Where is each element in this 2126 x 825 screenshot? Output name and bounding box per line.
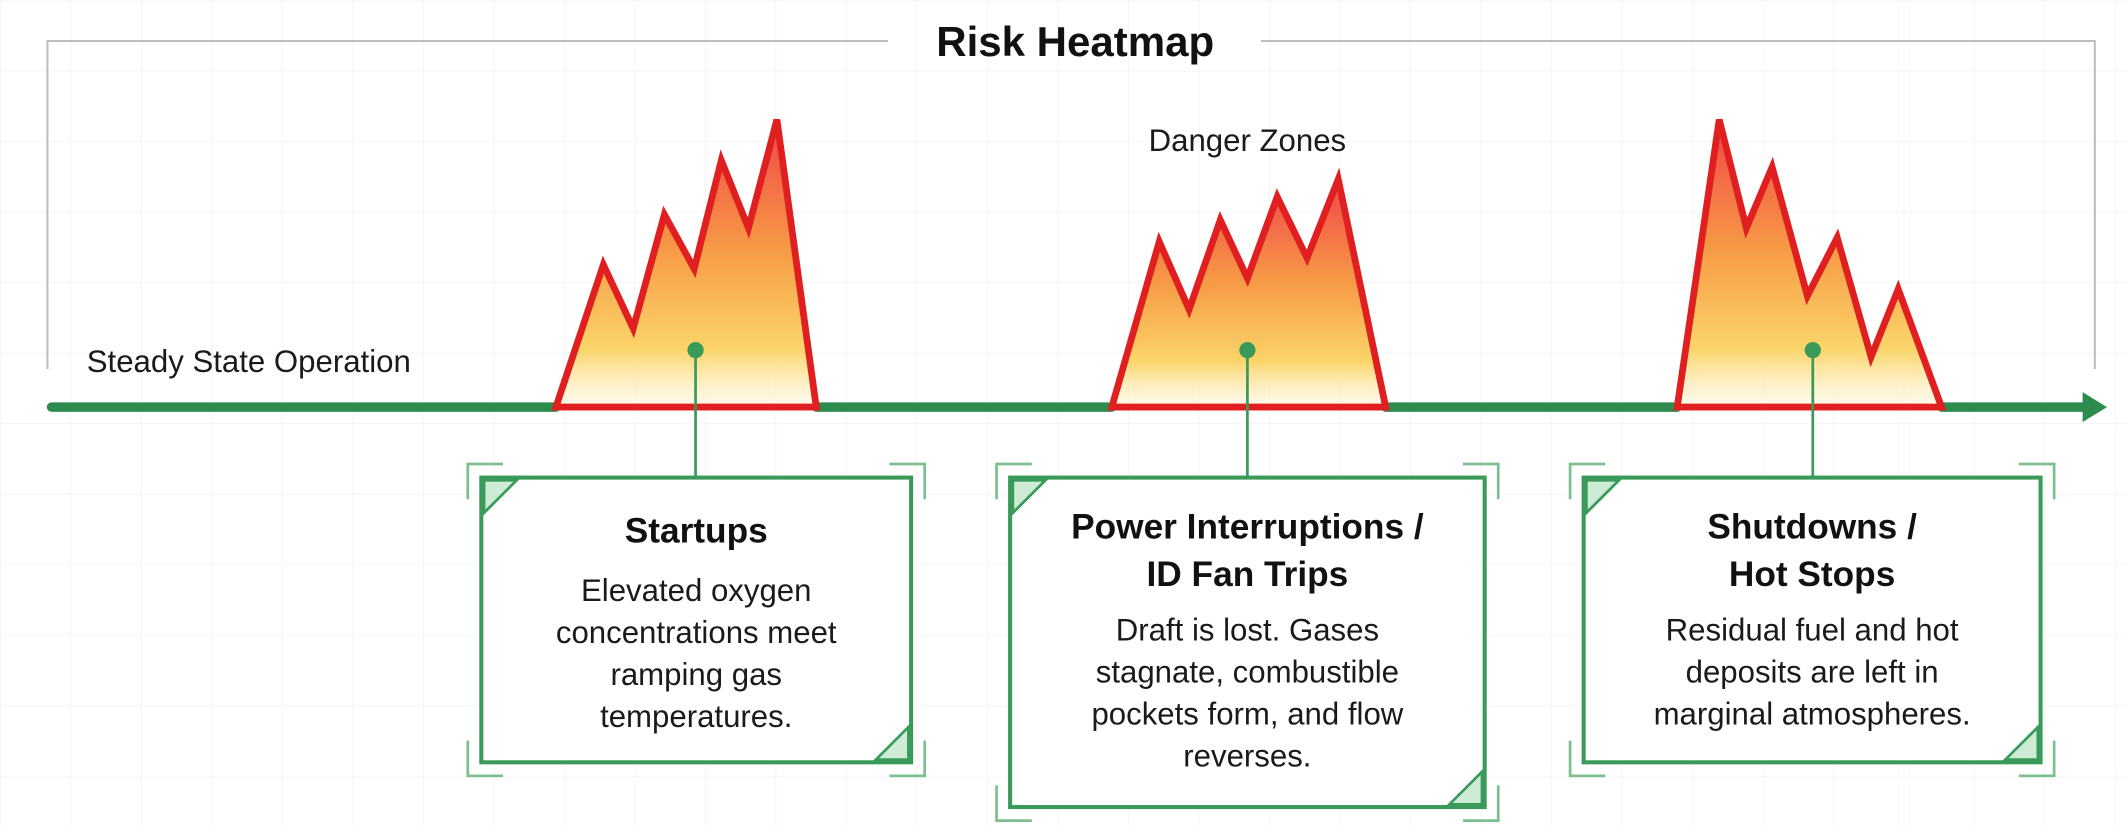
danger-label: Danger Zones bbox=[1149, 123, 1347, 158]
zone-body: ramping gas bbox=[610, 657, 782, 692]
corner-brackets bbox=[1568, 462, 2056, 778]
zone-body: reverses. bbox=[1183, 738, 1311, 773]
zone-box bbox=[1581, 475, 2043, 765]
zone-body: pockets form, and flow bbox=[1091, 696, 1403, 731]
corner-brackets bbox=[466, 462, 927, 778]
corner-tab bbox=[482, 478, 520, 517]
zone-box bbox=[479, 475, 914, 765]
zone-title: Power Interruptions / bbox=[1071, 507, 1424, 546]
zone-title: Hot Stops bbox=[1729, 555, 1895, 594]
corner-tab bbox=[872, 723, 910, 761]
corner-tab bbox=[2002, 723, 2040, 761]
corner-tab bbox=[1446, 768, 1484, 806]
zone-title: Startups bbox=[625, 511, 768, 550]
zone-body: marginal atmospheres. bbox=[1654, 696, 1971, 731]
corner-tab bbox=[1011, 478, 1049, 517]
zone-title: Shutdowns / bbox=[1707, 507, 1917, 546]
zone-body: Elevated oxygen bbox=[581, 573, 812, 608]
connector-dot bbox=[1239, 341, 1256, 359]
zone-box bbox=[1008, 475, 1487, 810]
zone-body: Residual fuel and hot bbox=[1666, 612, 1959, 647]
corner-brackets bbox=[995, 462, 1500, 822]
zone-boxes: Startups Elevated oxygen concentrations me… bbox=[466, 341, 2056, 822]
title-bracket bbox=[46, 39, 2096, 370]
zone-title: ID Fan Trips bbox=[1147, 555, 1349, 594]
zone-body: deposits are left in bbox=[1686, 654, 1939, 689]
steady-label: Steady State Operation bbox=[87, 344, 411, 379]
title: Risk Heatmap bbox=[936, 18, 1214, 65]
zone-body: concentrations meet bbox=[556, 615, 837, 650]
arrow-head bbox=[2082, 392, 2108, 422]
connector-dot bbox=[1804, 341, 1821, 359]
zone-body: Draft is lost. Gases bbox=[1116, 612, 1379, 647]
spikes bbox=[551, 118, 1947, 411]
connector-dot bbox=[687, 341, 704, 359]
zone-body: temperatures. bbox=[600, 699, 792, 734]
corner-tab bbox=[1585, 478, 1623, 517]
zone-body: stagnate, combustible bbox=[1096, 654, 1399, 689]
